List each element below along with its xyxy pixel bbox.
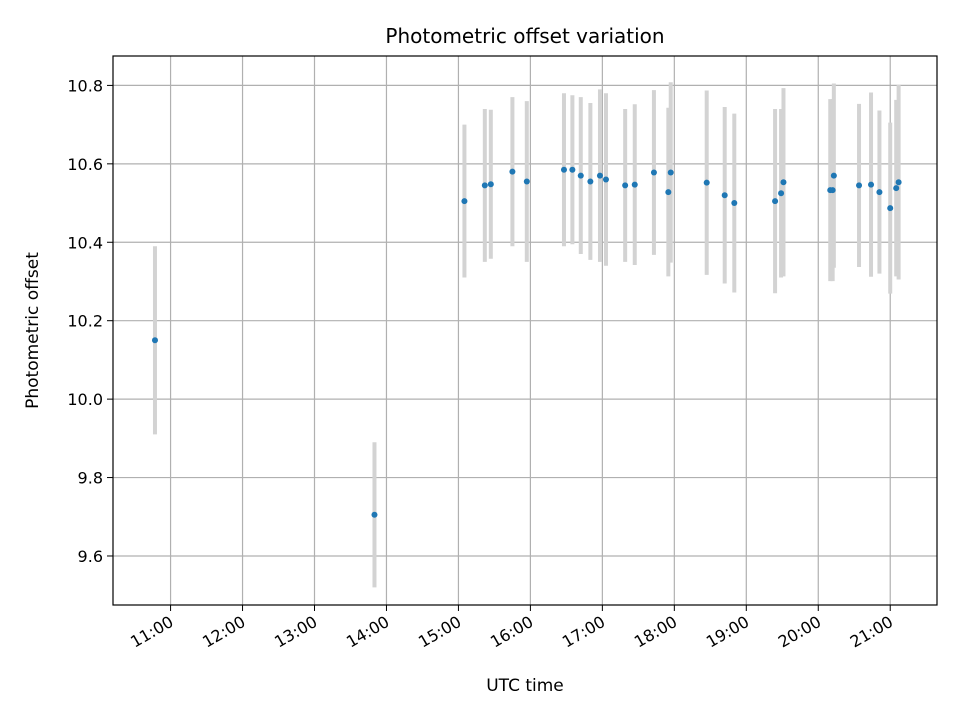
data-point — [596, 172, 603, 179]
data-point — [371, 511, 378, 518]
data-point — [151, 337, 158, 344]
data-point — [481, 182, 488, 189]
data-point — [602, 176, 609, 183]
data-point — [703, 179, 710, 186]
data-point — [487, 181, 494, 188]
data-points — [151, 166, 902, 518]
y-tick-label: 10.4 — [67, 233, 103, 252]
x-tick-label: 17:00 — [559, 612, 608, 652]
data-point — [577, 172, 584, 179]
y-axis-ticks: 9.6 9.8 10.0 10.2 10.4 10.6 10.8 — [67, 76, 113, 566]
data-point — [667, 169, 674, 176]
x-tick-label: 18:00 — [631, 612, 680, 652]
data-point — [622, 182, 629, 189]
data-point — [893, 185, 900, 192]
data-point — [631, 181, 638, 188]
plot-frame — [112, 55, 938, 606]
data-point — [772, 198, 779, 205]
x-tick-label: 11:00 — [127, 612, 176, 652]
x-tick-label: 16:00 — [487, 612, 536, 652]
data-point — [830, 172, 837, 179]
data-point — [560, 166, 567, 173]
x-axis-title: UTC time — [486, 676, 564, 696]
x-tick-label: 12:00 — [199, 612, 248, 652]
y-tick-label: 9.6 — [78, 547, 103, 566]
x-tick-label: 14:00 — [343, 612, 392, 652]
data-point — [569, 166, 576, 173]
data-point — [868, 181, 875, 188]
data-point — [650, 169, 657, 176]
x-tick-label: 21:00 — [847, 612, 896, 652]
data-point — [665, 189, 672, 196]
x-axis-ticks: 11:00 12:00 13:00 14:00 15:00 16:00 17:00 18:00… — [127, 605, 896, 652]
data-point — [778, 190, 785, 197]
data-point — [856, 182, 863, 189]
data-point — [887, 205, 894, 212]
data-point — [895, 179, 902, 186]
data-point — [721, 192, 728, 199]
y-tick-label: 9.8 — [78, 469, 103, 488]
error-bars — [152, 82, 901, 588]
y-axis-title: Photometric offset — [23, 252, 43, 409]
data-point — [780, 179, 787, 186]
data-point — [731, 200, 738, 207]
data-point — [587, 178, 594, 185]
data-point — [829, 187, 836, 194]
x-tick-label: 15:00 — [415, 612, 464, 652]
y-tick-label: 10.0 — [67, 390, 103, 409]
data-point — [523, 178, 530, 185]
x-tick-label: 19:00 — [703, 612, 752, 652]
chart-title: Photometric offset variation — [385, 24, 664, 48]
data-point — [461, 198, 468, 205]
x-tick-label: 20:00 — [775, 612, 824, 652]
y-tick-label: 10.2 — [67, 312, 103, 331]
x-tick-label: 13:00 — [271, 612, 320, 652]
y-tick-label: 10.6 — [67, 155, 103, 174]
data-point — [876, 189, 883, 196]
y-tick-label: 10.8 — [67, 76, 103, 95]
data-point — [509, 168, 516, 175]
